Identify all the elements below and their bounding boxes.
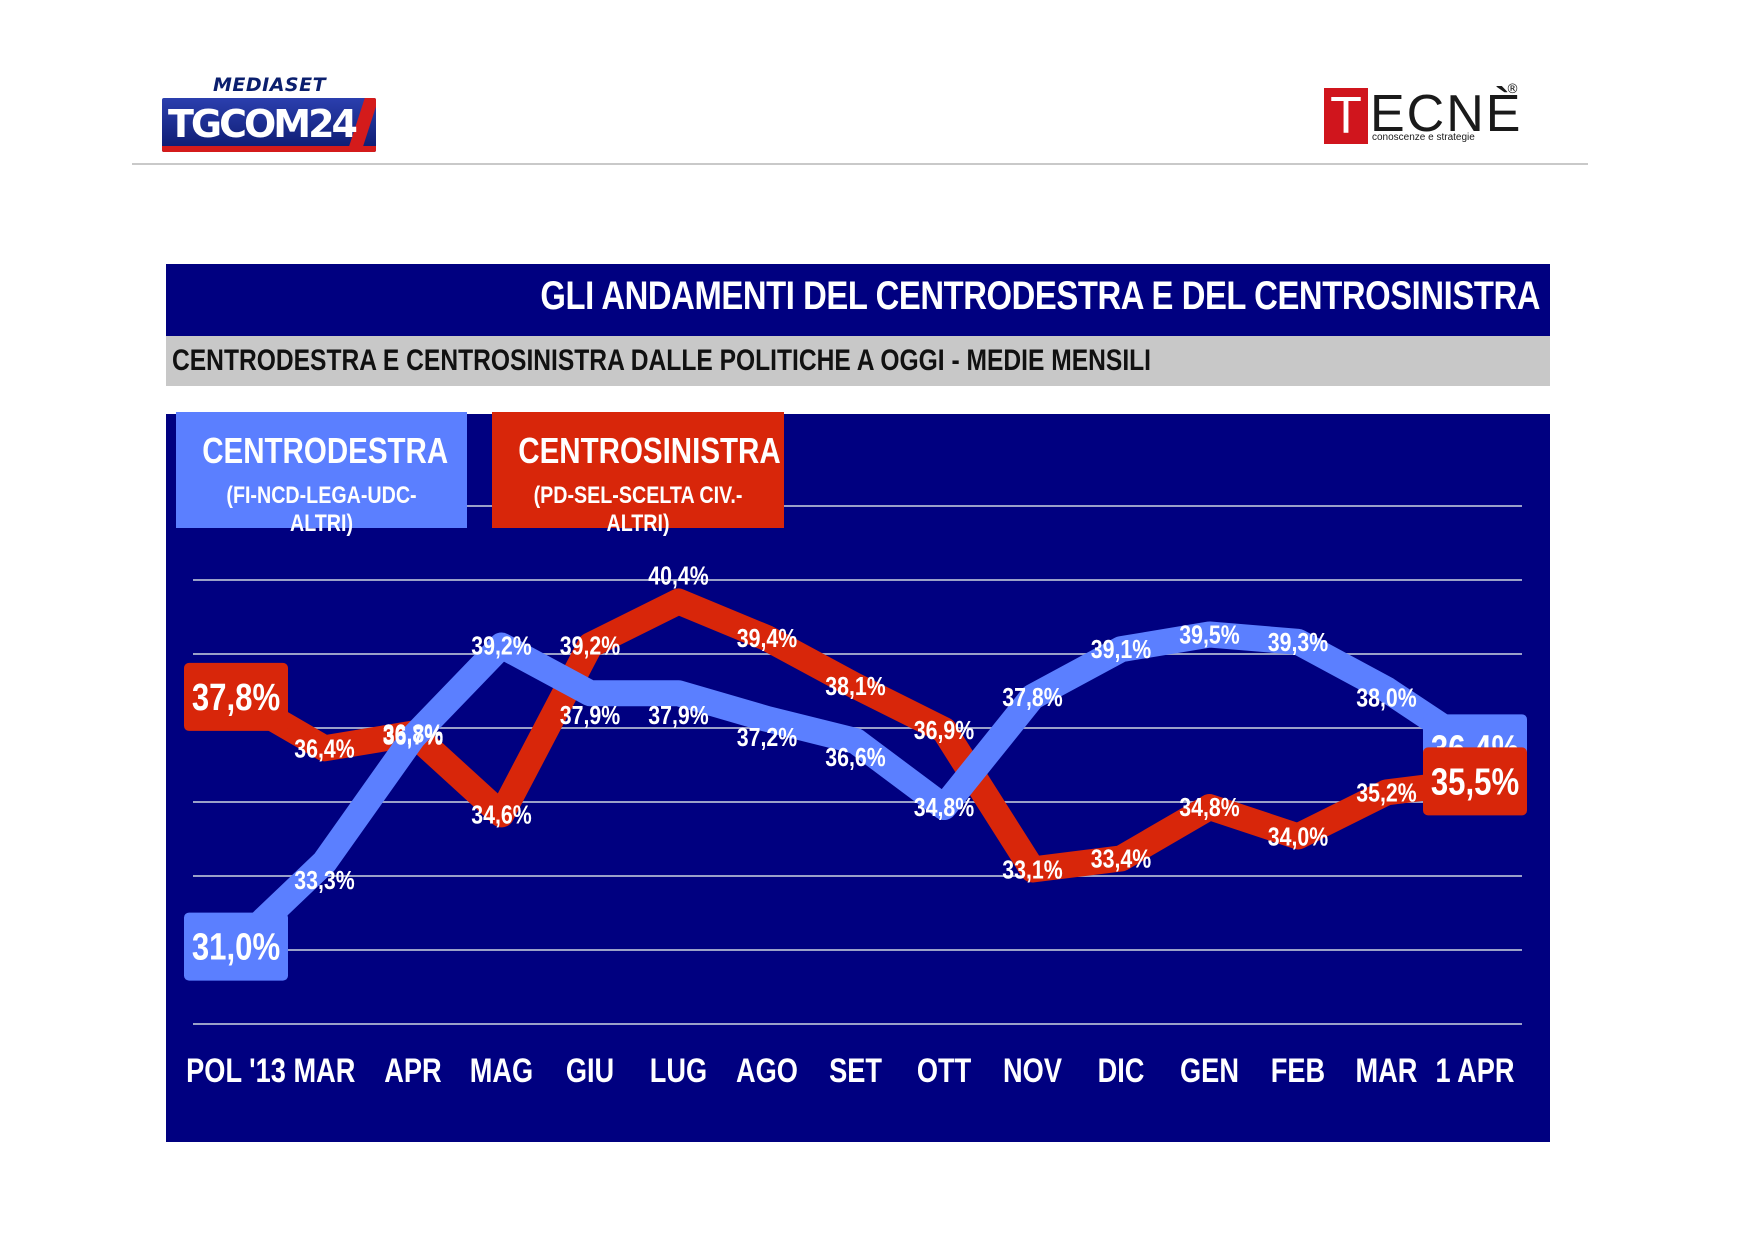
label-box-centrosinistra <box>1423 747 1527 816</box>
legend-centrosinistra-parties: (PD-SEL-SCELTA CIV.-ALTRI) <box>533 482 743 537</box>
data-label: 33,4% <box>1091 844 1151 874</box>
x-tick-label: GEN <box>1180 1051 1239 1090</box>
x-tick-label: DIC <box>1098 1051 1145 1090</box>
x-tick-label: MAR <box>1356 1051 1418 1090</box>
data-label: 38,0% <box>1356 684 1416 714</box>
tgcom24-logo: TGCOM24 <box>162 98 376 152</box>
x-tick-label: GIU <box>566 1051 614 1090</box>
legend-centrodestra-name: CENTRODESTRA <box>202 430 449 471</box>
data-label: 35,5% <box>1431 762 1519 804</box>
series-line-centrosinistra <box>223 588 1488 883</box>
tgcom24-logo-text: TGCOM24 <box>168 102 358 146</box>
x-tick-label: LUG <box>650 1051 707 1090</box>
title-bar: GLI ANDAMENTI DEL CENTRODESTRA E DEL CEN… <box>166 264 1550 336</box>
subtitle-bar: CENTRODESTRA E CENTROSINISTRA DALLE POLI… <box>166 336 1550 386</box>
x-tick-label: POL '13 <box>186 1051 286 1090</box>
chart-title: GLI ANDAMENTI DEL CENTRODESTRA E DEL CEN… <box>540 274 1540 318</box>
header-divider <box>132 163 1588 165</box>
data-label: 39,5% <box>1179 621 1239 651</box>
data-label: 33,3% <box>294 866 354 896</box>
tecne-logo-t: T <box>1324 88 1368 144</box>
data-label: 36,4% <box>294 734 354 764</box>
tecne-logo-wordmark: ECNÈ <box>1370 85 1523 143</box>
x-tick-label: SET <box>829 1051 882 1090</box>
tecne-logo-tagline: conoscenze e strategie <box>1372 132 1475 143</box>
legend-centrodestra-parties: (FI-NCD-LEGA-UDC-ALTRI) <box>226 482 417 537</box>
x-tick-label: MAG <box>470 1051 533 1090</box>
data-label: 39,2% <box>560 632 620 662</box>
data-label: 34,6% <box>471 800 531 830</box>
data-label: 36,8% <box>383 720 443 750</box>
x-tick-label: OTT <box>917 1051 972 1090</box>
legend-centrosinistra-name: CENTROSINISTRA <box>518 430 781 471</box>
label-box-centrodestra <box>184 912 288 981</box>
data-label: 33,1% <box>1002 856 1062 886</box>
legend-centrodestra: CENTRODESTRA (FI-NCD-LEGA-UDC-ALTRI) <box>176 412 467 537</box>
x-tick-label: AGO <box>736 1051 798 1090</box>
tgcom24-logo-stripe <box>162 146 376 152</box>
data-label: 40,4% <box>648 561 708 591</box>
x-tick-label: NOV <box>1003 1051 1062 1090</box>
data-label: 35,2% <box>1356 778 1416 808</box>
series-line-centrodestra <box>223 621 1488 960</box>
data-label: 34,8% <box>1179 793 1239 823</box>
x-tick-label: MAR <box>294 1051 356 1090</box>
data-label: 37,2% <box>737 723 797 753</box>
x-tick-label: 1 APR <box>1435 1051 1514 1090</box>
data-label: 39,2% <box>471 632 531 662</box>
data-label: 36,7% <box>383 721 443 751</box>
data-label: 39,4% <box>737 624 797 654</box>
data-label: 37,9% <box>648 701 708 731</box>
data-label: 37,8% <box>1002 683 1062 713</box>
data-label: 37,8% <box>192 677 280 719</box>
data-label: 34,0% <box>1268 822 1328 852</box>
data-label: 34,8% <box>914 793 974 823</box>
x-tick-label: FEB <box>1271 1051 1325 1090</box>
data-label: 36,6% <box>825 743 885 773</box>
data-label: 37,9% <box>560 701 620 731</box>
data-label: 38,1% <box>825 672 885 702</box>
legend-centrosinistra: CENTROSINISTRA (PD-SEL-SCELTA CIV.-ALTRI… <box>492 412 784 537</box>
registered-mark: ® <box>1506 82 1519 97</box>
data-label: 31,0% <box>192 927 280 969</box>
data-label: 39,1% <box>1091 635 1151 665</box>
mediaset-logo: MEDIASET <box>213 74 327 96</box>
x-tick-label: APR <box>384 1051 441 1090</box>
label-box-centrosinistra <box>184 662 288 731</box>
chart-subtitle: CENTRODESTRA E CENTROSINISTRA DALLE POLI… <box>172 344 1152 377</box>
data-label: 39,3% <box>1268 628 1328 658</box>
data-label: 36,9% <box>914 716 974 746</box>
